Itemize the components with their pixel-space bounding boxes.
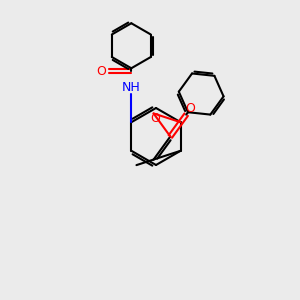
- Text: O: O: [150, 112, 160, 125]
- Text: O: O: [96, 65, 106, 78]
- Text: NH: NH: [122, 81, 141, 94]
- Text: O: O: [186, 102, 196, 115]
